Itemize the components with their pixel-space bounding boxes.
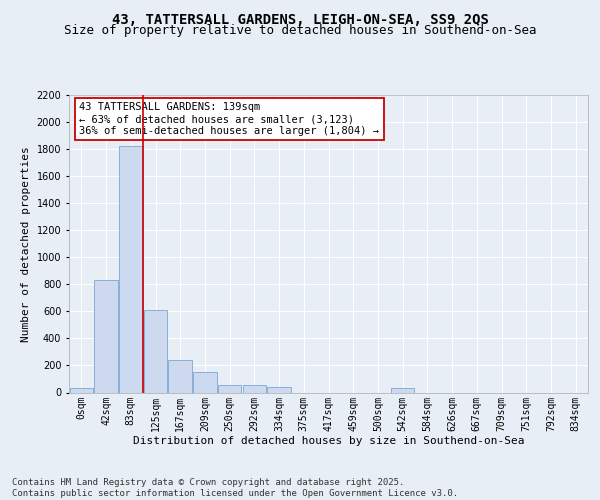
Text: 43 TATTERSALL GARDENS: 139sqm
← 63% of detached houses are smaller (3,123)
36% o: 43 TATTERSALL GARDENS: 139sqm ← 63% of d… [79,102,379,136]
Bar [144,310,167,392]
Bar [193,372,217,392]
X-axis label: Distribution of detached houses by size in Southend-on-Sea: Distribution of detached houses by size … [133,436,524,446]
Y-axis label: Number of detached properties: Number of detached properties [21,146,31,342]
Bar [268,387,291,392]
Bar [94,280,118,392]
Text: Contains HM Land Registry data © Crown copyright and database right 2025.
Contai: Contains HM Land Registry data © Crown c… [12,478,458,498]
Bar [119,146,143,392]
Bar [391,388,415,392]
Bar [70,388,93,392]
Bar [169,360,192,392]
Text: Size of property relative to detached houses in Southend-on-Sea: Size of property relative to detached ho… [64,24,536,37]
Bar [218,385,241,392]
Text: 43, TATTERSALL GARDENS, LEIGH-ON-SEA, SS9 2QS: 43, TATTERSALL GARDENS, LEIGH-ON-SEA, SS… [112,12,488,26]
Bar [242,385,266,392]
